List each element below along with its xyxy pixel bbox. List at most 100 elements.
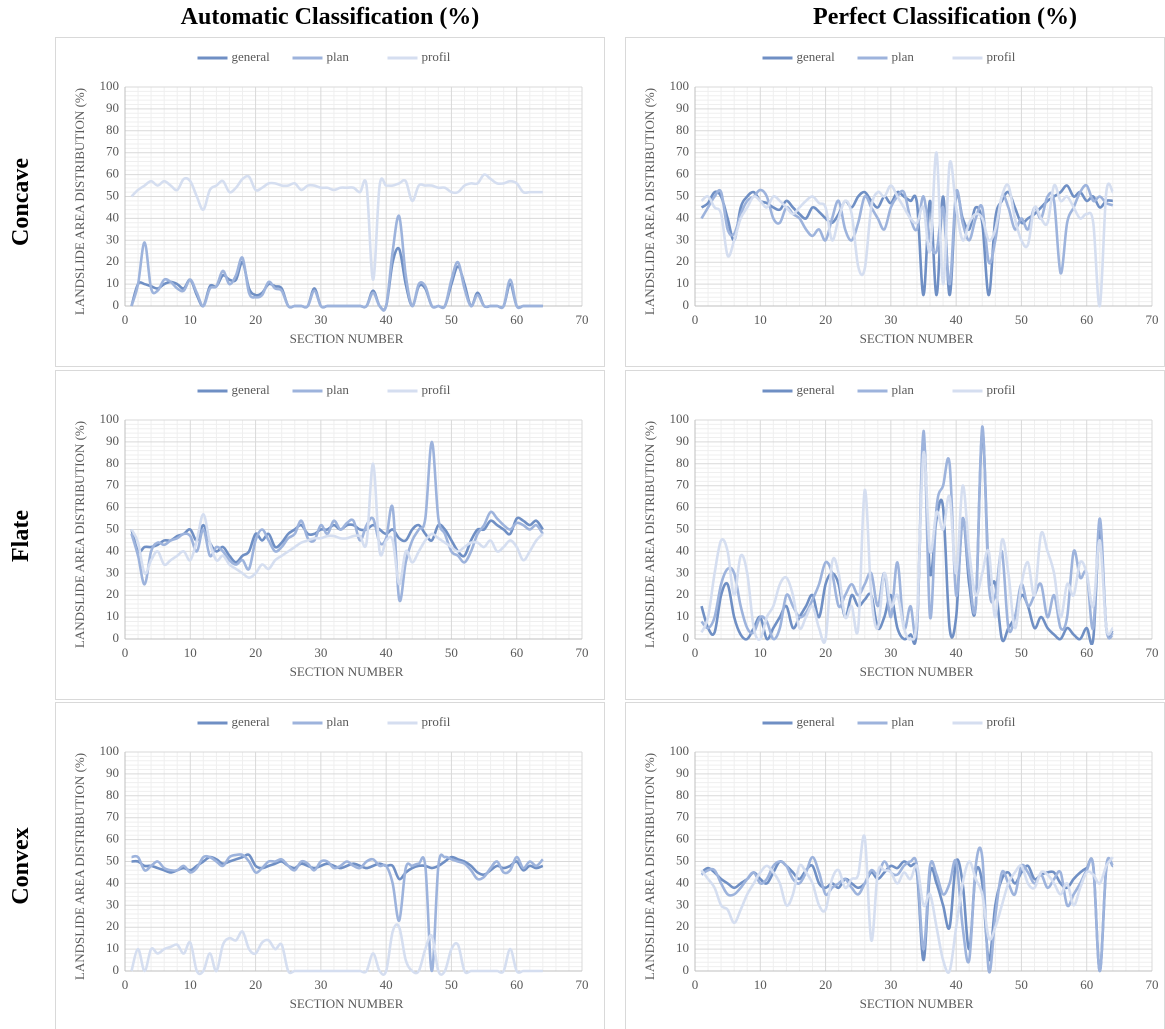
x-axis-label: SECTION NUMBER <box>860 996 974 1011</box>
x-tick-label: 60 <box>510 312 523 327</box>
x-tick-label: 30 <box>314 312 327 327</box>
y-tick-label: 20 <box>676 253 689 268</box>
x-tick-label: 70 <box>576 977 589 992</box>
x-tick-label: 0 <box>122 312 129 327</box>
legend-label: profil <box>422 382 451 397</box>
y-tick-label: 80 <box>676 787 689 802</box>
y-tick-label: 0 <box>113 297 120 312</box>
y-tick-label: 60 <box>676 166 689 181</box>
series-line <box>700 183 1114 286</box>
chart-panel: 0 10 20 30 40 50 60 70 80 90 100 0 10 20 30 40 50 60 70 SEC… <box>625 702 1165 1029</box>
column-title: Automatic Classification (%) <box>181 4 480 30</box>
y-tick-label: 40 <box>676 542 689 557</box>
y-tick-label: 20 <box>106 253 119 268</box>
x-tick-label: 70 <box>1146 977 1159 992</box>
y-tick-label: 100 <box>670 743 690 758</box>
x-tick-label: 20 <box>819 977 832 992</box>
y-axis-label: LANDSLIDE AREA DISTRIBUTION (%) <box>642 88 657 315</box>
y-tick-label: 100 <box>670 411 690 426</box>
y-tick-label: 50 <box>676 852 689 867</box>
x-tick-label: 70 <box>1146 645 1159 660</box>
legend-label: plan <box>327 382 350 397</box>
series-line <box>130 923 543 976</box>
legend-label: general <box>232 49 271 64</box>
x-tick-label: 70 <box>576 645 589 660</box>
y-axis-label: LANDSLIDE AREA DISTRIBUTION (%) <box>72 753 87 980</box>
y-tick-label: 100 <box>670 78 690 93</box>
y-tick-label: 10 <box>106 608 119 623</box>
x-tick-label: 20 <box>249 977 262 992</box>
y-tick-label: 0 <box>683 630 690 645</box>
plot-lines <box>130 440 544 603</box>
x-axis-label: SECTION NUMBER <box>290 996 404 1011</box>
y-tick-label: 30 <box>676 231 689 246</box>
x-tick-label: 0 <box>692 977 699 992</box>
y-tick-label: 60 <box>676 831 689 846</box>
row-label: Flate <box>8 510 34 562</box>
y-tick-label: 40 <box>106 209 119 224</box>
x-tick-label: 50 <box>445 645 458 660</box>
x-tick-label: 40 <box>380 312 393 327</box>
y-tick-label: 0 <box>683 962 690 977</box>
y-tick-label: 20 <box>106 586 119 601</box>
y-tick-label: 20 <box>106 918 119 933</box>
legend-label: plan <box>327 714 350 729</box>
plot-lines <box>130 173 543 312</box>
series-line <box>700 857 1115 973</box>
x-tick-label: 0 <box>122 977 129 992</box>
y-tick-label: 90 <box>106 433 119 448</box>
y-tick-label: 20 <box>676 586 689 601</box>
series-line <box>130 214 543 312</box>
x-tick-label: 40 <box>380 645 393 660</box>
y-tick-label: 100 <box>100 743 120 758</box>
x-tick-label: 60 <box>1080 645 1093 660</box>
y-axis-label: LANDSLIDE AREA DISTRIBUTION (%) <box>72 421 87 648</box>
y-tick-label: 80 <box>676 122 689 137</box>
y-tick-label: 60 <box>106 499 119 514</box>
legend-label: profil <box>987 714 1016 729</box>
y-tick-label: 90 <box>676 765 689 780</box>
panel-frame <box>625 370 1165 700</box>
x-tick-label: 10 <box>184 977 197 992</box>
y-tick-label: 90 <box>676 433 689 448</box>
x-axis-label: SECTION NUMBER <box>290 331 404 346</box>
x-tick-label: 30 <box>884 977 897 992</box>
y-tick-label: 70 <box>676 144 689 159</box>
y-tick-label: 30 <box>676 564 689 579</box>
y-tick-label: 90 <box>106 100 119 115</box>
y-tick-label: 0 <box>113 630 120 645</box>
legend-label: plan <box>892 49 915 64</box>
x-tick-label: 60 <box>1080 977 1093 992</box>
legend-label: plan <box>327 49 350 64</box>
column-title: Perfect Classification (%) <box>813 4 1077 30</box>
legend-label: plan <box>892 382 915 397</box>
chart-panel: 0 10 20 30 40 50 60 70 80 90 100 0 10 20 30 40 50 60 70 SEC… <box>55 370 605 700</box>
y-tick-label: 50 <box>106 520 119 535</box>
series-line <box>130 462 544 586</box>
x-tick-label: 50 <box>445 977 458 992</box>
y-tick-label: 70 <box>106 809 119 824</box>
chart-panel: 0 10 20 30 40 50 60 70 80 90 100 0 10 20 30 40 50 60 70 SEC… <box>55 37 605 367</box>
series-line <box>700 846 1115 974</box>
x-tick-label: 30 <box>884 312 897 327</box>
y-tick-label: 80 <box>676 455 689 470</box>
x-tick-label: 0 <box>122 645 129 660</box>
legend-label: general <box>797 49 836 64</box>
panel-frame <box>55 37 605 367</box>
series-line <box>131 853 544 973</box>
x-axis-label: SECTION NUMBER <box>860 664 974 679</box>
y-tick-label: 50 <box>676 187 689 202</box>
x-tick-label: 20 <box>249 312 262 327</box>
x-tick-label: 10 <box>184 312 197 327</box>
y-tick-label: 100 <box>100 411 120 426</box>
y-tick-label: 80 <box>106 455 119 470</box>
chart-panel: 0 10 20 30 40 50 60 70 80 90 100 0 10 20 30 40 50 60 70 SEC… <box>625 37 1165 367</box>
y-tick-label: 10 <box>106 275 119 290</box>
y-tick-label: 50 <box>676 520 689 535</box>
series-line <box>700 151 1115 308</box>
y-tick-label: 30 <box>676 896 689 911</box>
legend-label: general <box>797 714 836 729</box>
x-axis-label: SECTION NUMBER <box>290 664 404 679</box>
legend-label: plan <box>892 714 915 729</box>
x-tick-label: 30 <box>314 977 327 992</box>
